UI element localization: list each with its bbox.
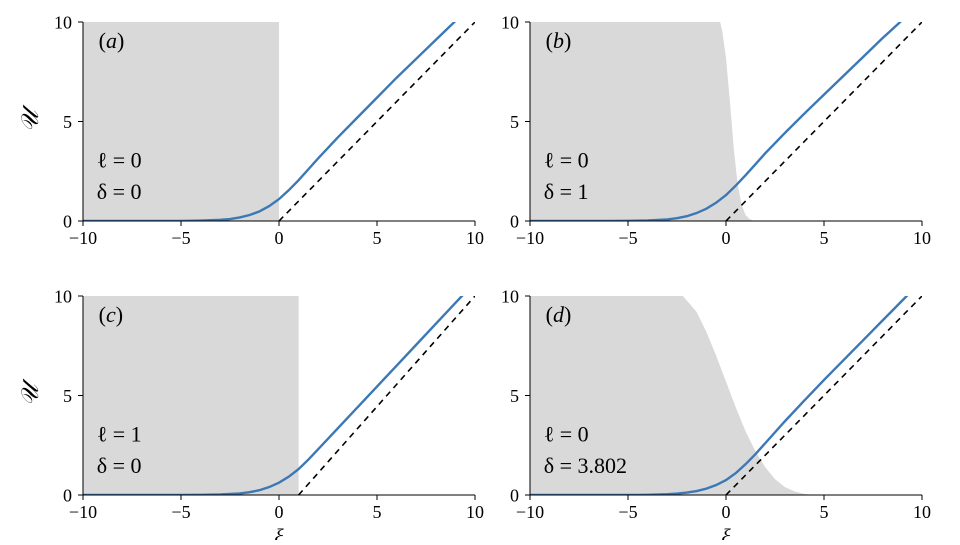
x-tick-label: 5 [373,502,382,522]
panel-a: −10 −5 0 5 10 0 5 10 (a) ℓ = 0 δ = 0 𝒰 [18,2,484,248]
y-tick-label: 10 [54,286,72,306]
x-tick-label: −10 [516,502,544,522]
x-tick-label: −10 [69,228,97,248]
figure-svg: −10 −5 0 5 10 0 5 10 (a) ℓ = 0 δ = 0 𝒰 −10 −5 0 5 10 0 5 10… [0,0,960,540]
param-ell: ℓ = 0 [544,421,589,446]
x-tick-label: 0 [722,502,731,522]
y-tick-label: 10 [54,12,72,32]
y-tick-label: 5 [510,112,519,132]
x-axis-label: ξ [274,524,284,540]
y-tick-label: 5 [63,112,72,132]
x-axis-label: ξ [721,524,731,540]
dashed-asymptote [299,296,475,495]
panel-letter: (a) [99,28,125,53]
y-tick-label: 0 [63,485,72,505]
y-tick-label: 0 [510,485,519,505]
x-tick-label: −10 [69,502,97,522]
param-ell: ℓ = 0 [97,147,142,172]
x-tick-label: −5 [618,228,637,248]
figure-root: −10 −5 0 5 10 0 5 10 (a) ℓ = 0 δ = 0 𝒰 −10 −5 0 5 10 0 5 10… [0,0,960,540]
panel-d: −10 −5 0 5 10 0 5 10 (d) ℓ = 0 δ = 3.802 ξ [501,280,931,540]
param-ell: ℓ = 1 [97,421,142,446]
x-tick-label: 5 [820,502,829,522]
x-tick-label: 0 [275,502,284,522]
x-tick-label: −5 [618,502,637,522]
y-axis-label: 𝒰 [18,104,44,132]
y-tick-label: 5 [510,386,519,406]
x-tick-label: −5 [171,502,190,522]
panel-letter: (c) [99,302,123,327]
x-tick-label: −5 [171,228,190,248]
param-ell: ℓ = 0 [544,147,589,172]
dashed-asymptote [279,22,475,221]
y-tick-label: 10 [501,12,519,32]
panel-letter: (b) [546,28,572,53]
y-tick-label: 0 [510,211,519,231]
x-tick-label: 10 [466,502,484,522]
x-tick-label: 10 [913,228,931,248]
y-tick-label: 5 [63,386,72,406]
x-tick-label: 0 [722,228,731,248]
x-tick-label: 5 [820,228,829,248]
dashed-asymptote [726,22,922,221]
y-tick-label: 0 [63,211,72,231]
x-tick-label: 10 [466,228,484,248]
x-tick-label: 0 [275,228,284,248]
panel-c: −10 −5 0 5 10 0 5 10 (c) ℓ = 1 δ = 0 ξ 𝒰 [18,282,484,540]
param-delta: δ = 1 [544,179,589,204]
x-tick-label: 5 [373,228,382,248]
y-axis-label: 𝒰 [18,378,44,406]
param-delta: δ = 0 [97,453,142,478]
x-tick-label: 10 [913,502,931,522]
x-tick-label: −10 [516,228,544,248]
param-delta: δ = 0 [97,179,142,204]
param-delta: δ = 3.802 [544,453,627,478]
y-tick-label: 10 [501,286,519,306]
panel-b: −10 −5 0 5 10 0 5 10 (b) ℓ = 0 δ = 1 [501,2,931,248]
panel-letter: (d) [546,302,572,327]
